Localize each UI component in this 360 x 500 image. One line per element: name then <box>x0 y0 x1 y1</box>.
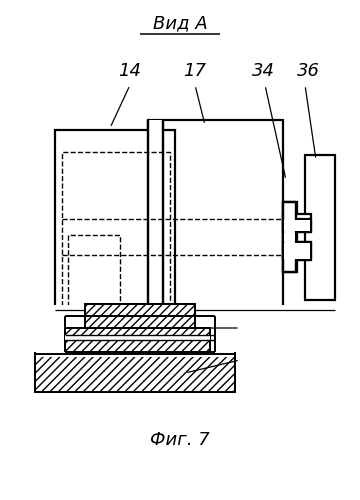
Bar <box>55 130 175 310</box>
Bar <box>85 304 195 316</box>
Bar <box>284 220 310 231</box>
Bar <box>30 305 340 385</box>
Text: Фиг. 7: Фиг. 7 <box>150 431 210 449</box>
Text: 17: 17 <box>184 62 207 80</box>
Bar <box>284 233 295 241</box>
Bar <box>62 345 217 350</box>
Bar <box>62 152 170 332</box>
Text: 39: 39 <box>245 356 268 374</box>
Bar <box>35 354 235 392</box>
Bar <box>148 120 163 355</box>
Text: 36: 36 <box>297 62 320 80</box>
Text: 40: 40 <box>245 323 268 341</box>
Bar <box>284 203 296 271</box>
Bar <box>283 202 296 272</box>
Bar <box>75 324 205 330</box>
Bar <box>35 352 235 357</box>
Bar <box>75 314 205 324</box>
Bar <box>283 242 311 260</box>
Text: 34: 34 <box>252 62 275 80</box>
Bar <box>62 330 217 345</box>
Bar <box>68 235 120 315</box>
Bar <box>65 335 210 340</box>
Bar <box>40 339 220 374</box>
Bar <box>283 202 297 272</box>
Bar <box>305 155 335 300</box>
Bar <box>65 328 210 352</box>
Bar <box>148 120 283 355</box>
Text: Вид А: Вид А <box>153 14 207 32</box>
Bar <box>35 352 235 355</box>
Bar <box>75 310 210 326</box>
Text: 14: 14 <box>118 62 141 80</box>
Bar <box>85 316 195 328</box>
Bar <box>283 214 311 232</box>
Bar <box>284 243 310 259</box>
